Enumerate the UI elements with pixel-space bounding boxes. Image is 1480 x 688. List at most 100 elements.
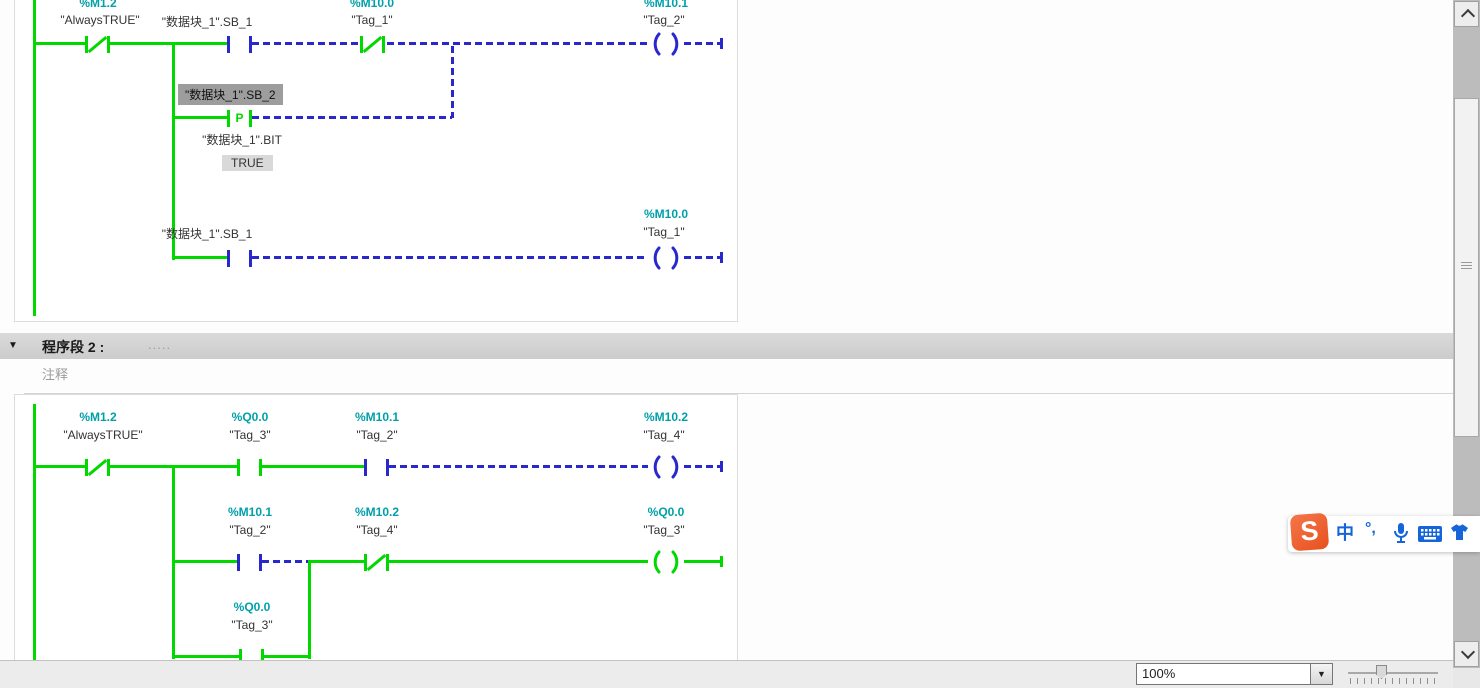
zoom-dropdown-button[interactable]: ▼	[1310, 663, 1333, 685]
operand-address[interactable]: %M10.1	[643, 0, 689, 10]
operand-name[interactable]: "AlwaysTRUE"	[63, 428, 143, 442]
contact-no-tag3[interactable]	[237, 459, 262, 476]
collapse-triangle-icon[interactable]: ▼	[8, 340, 18, 351]
punctuation-mode-icon[interactable]: °,	[1365, 520, 1376, 537]
wire	[36, 465, 85, 468]
contact-pipe	[259, 459, 262, 476]
rail-end-tick	[720, 38, 723, 49]
contact-nc-tag4[interactable]	[364, 553, 389, 572]
contact-pipe	[85, 36, 88, 53]
operand-name[interactable]: "Tag_2"	[643, 13, 685, 27]
contact-p-edge[interactable]: P	[227, 110, 252, 127]
operand-name[interactable]: "Tag_1"	[351, 13, 393, 27]
contact-pipe	[85, 459, 88, 476]
wire-dashed	[262, 560, 310, 563]
coil-tag4[interactable]	[646, 454, 686, 480]
network2-title-placeholder[interactable]: .....	[148, 337, 172, 352]
monitor-value[interactable]: TRUE	[222, 155, 273, 171]
p-edge-label: P	[235, 111, 244, 125]
contact-pipe	[382, 36, 385, 53]
contact-pipe	[227, 36, 230, 53]
contact-pipe	[249, 110, 252, 127]
network2-canvas	[14, 394, 738, 688]
wire	[311, 560, 364, 563]
nc-slash	[362, 35, 383, 54]
operand-address[interactable]: %Q0.0	[233, 600, 271, 614]
contact-no-sb1[interactable]	[227, 36, 252, 53]
contact-nc-alwaystrue[interactable]	[85, 35, 110, 54]
comment-separator	[24, 393, 1453, 394]
operand-name[interactable]: "AlwaysTRUE"	[60, 13, 140, 27]
branch-wire	[172, 465, 175, 659]
contact-nc-tag1[interactable]	[360, 35, 385, 54]
contact-pipe	[107, 36, 110, 53]
wire-dashed	[252, 256, 648, 259]
operand-address[interactable]: %M1.2	[79, 410, 117, 424]
operand-address[interactable]: %Q0.0	[647, 505, 685, 519]
branch-wire	[172, 42, 175, 260]
nc-slash	[87, 458, 108, 477]
coil-tag2[interactable]	[646, 31, 686, 57]
sogou-logo-icon[interactable]: S	[1289, 512, 1330, 552]
operand-address[interactable]: %Q0.0	[231, 410, 269, 424]
operand-name[interactable]: "Tag_2"	[356, 428, 398, 442]
coil-tag3[interactable]	[646, 549, 686, 575]
operand-address[interactable]: %M10.0	[349, 0, 395, 10]
operand-name[interactable]: "Tag_4"	[643, 428, 685, 442]
operand-name[interactable]: "Tag_2"	[229, 523, 271, 537]
operand-name[interactable]: "数据块_1".SB_1	[161, 227, 253, 241]
operand-name[interactable]: "Tag_4"	[356, 523, 398, 537]
scrollbar-up-button[interactable]	[1454, 1, 1479, 27]
wire-dashed	[252, 116, 452, 119]
wire-dashed	[387, 42, 648, 45]
operand-address[interactable]: %M10.1	[354, 410, 400, 424]
contact-no-sb1[interactable]	[227, 250, 252, 267]
soft-keyboard-icon[interactable]	[1418, 526, 1442, 542]
scrollbar-grip-icon	[1461, 262, 1472, 271]
scrollbar-down-button[interactable]	[1454, 641, 1479, 667]
operand-address[interactable]: %M10.0	[643, 207, 689, 221]
skin-tshirt-icon[interactable]	[1448, 523, 1471, 541]
wire	[174, 116, 227, 119]
coil-tag1[interactable]	[646, 245, 686, 271]
microphone-icon[interactable]	[1392, 522, 1410, 545]
contact-nc-alwaystrue[interactable]	[85, 458, 110, 477]
operand-address[interactable]: %M1.2	[79, 0, 117, 10]
operand-name[interactable]: "Tag_3"	[231, 618, 273, 632]
wire	[36, 42, 85, 45]
contact-no-tag2[interactable]	[237, 554, 262, 571]
zoom-level-combobox[interactable]: 100%	[1136, 663, 1311, 685]
operand-name[interactable]: "Tag_1"	[643, 225, 685, 239]
operand-address[interactable]: %M10.2	[643, 410, 689, 424]
contact-pipe	[364, 554, 367, 571]
operand-name[interactable]: "数据块_1".SB_1	[161, 15, 253, 29]
contact-pipe	[249, 250, 252, 267]
edge-memory-bit[interactable]: "数据块_1".BIT	[202, 133, 282, 147]
chevron-up-icon	[1460, 8, 1476, 24]
network2-comment[interactable]: 注释	[42, 367, 69, 382]
selected-operand[interactable]: "数据块_1".SB_2	[178, 84, 283, 105]
wire-dashed	[252, 42, 360, 45]
wire	[684, 560, 720, 563]
ime-toolbar[interactable]: S 中 °,	[1288, 512, 1480, 552]
operand-address[interactable]: %M10.2	[354, 505, 400, 519]
wire	[110, 42, 227, 45]
wire-dashed	[684, 42, 720, 45]
contact-pipe	[227, 110, 230, 127]
zoom-slider-track[interactable]	[1348, 672, 1438, 674]
contact-no-tag2[interactable]	[364, 459, 389, 476]
contact-pipe	[386, 554, 389, 571]
network2-header[interactable]: ▼ 程序段 2 : .....	[0, 333, 1453, 359]
operand-name[interactable]: "Tag_3"	[643, 523, 685, 537]
chinese-mode-icon[interactable]: 中	[1336, 523, 1354, 543]
contact-pipe	[259, 554, 262, 571]
vertical-scrollbar-thumb[interactable]	[1454, 98, 1479, 437]
nc-slash	[87, 35, 108, 54]
contact-no-tag3[interactable]	[239, 649, 264, 666]
rail-end-tick	[720, 461, 723, 472]
operand-name[interactable]: "Tag_3"	[229, 428, 271, 442]
contact-pipe	[237, 554, 240, 571]
operand-address[interactable]: %M10.1	[227, 505, 273, 519]
branch-wire	[308, 560, 311, 659]
